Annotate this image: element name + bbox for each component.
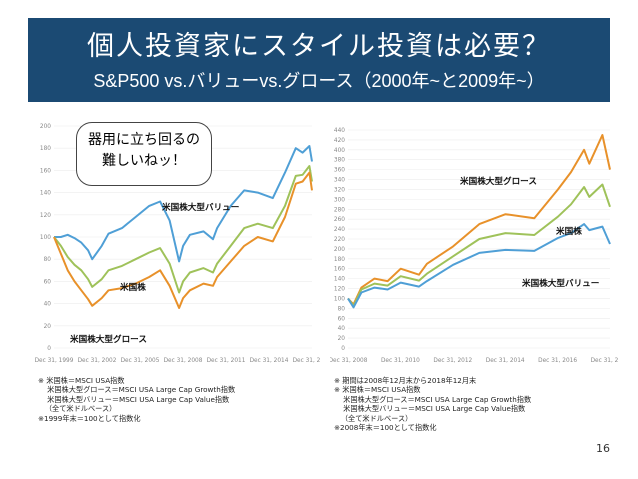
series-label: 米国株	[120, 281, 146, 293]
y-tick-label: 120	[334, 287, 345, 293]
y-tick-label: 20	[44, 324, 52, 330]
y-tick-label: 100	[40, 235, 51, 241]
y-tick-label: 320	[334, 187, 345, 193]
series-label: 米国株大型グロース	[460, 175, 537, 187]
x-tick-label: Dec 31, 2008	[164, 358, 203, 364]
x-tick-label: Dec 31, 2014	[486, 358, 525, 364]
title-bar: 個人投資家にスタイル投資は必要？ S&P500 vs.バリューvs.グロース（2…	[28, 18, 610, 102]
y-tick-label: 100	[334, 296, 345, 302]
y-tick-label: 200	[334, 247, 345, 253]
y-tick-label: 140	[40, 191, 51, 197]
y-tick-label: 80	[44, 257, 52, 263]
note-right: ※ 期間は2008年12月末から2018年12月末 ※ 米国株＝MSCI USA…	[334, 376, 532, 433]
series-line-1	[347, 134, 611, 306]
y-tick-label: 240	[334, 227, 345, 233]
y-tick-label: 180	[40, 146, 51, 152]
y-tick-label: 0	[47, 346, 51, 352]
y-tick-label: 260	[334, 217, 345, 223]
series-line-2	[53, 165, 313, 294]
x-tick-label: Dec 31, 2002	[78, 358, 117, 364]
page-number: 16	[596, 442, 610, 455]
x-tick-label: Dec 31, 2010	[381, 358, 420, 364]
y-tick-label: 280	[334, 207, 345, 213]
y-tick-label: 360	[334, 168, 345, 174]
x-tick-label: Dec 31, 2017	[293, 358, 320, 364]
x-tick-label: Dec 31, 2012	[433, 358, 472, 364]
y-tick-label: 180	[334, 257, 345, 263]
x-tick-label: Dec 31, 2005	[121, 358, 160, 364]
y-tick-label: 440	[334, 128, 345, 134]
series-line-3	[53, 171, 313, 309]
slide-title: 個人投資家にスタイル投資は必要？	[87, 31, 551, 62]
x-tick-label: Dec 31, 2011	[207, 358, 246, 364]
chart-right-svg: 0 20 40 60 80 100 120 140 160 180 200 220 240 260 280 3…	[330, 128, 618, 364]
y-tick-label: 60	[44, 279, 52, 285]
y-tick-label: 300	[334, 197, 345, 203]
series-line-3	[347, 223, 611, 309]
y-tick-label: 380	[334, 158, 345, 164]
y-tick-label: 160	[40, 168, 51, 174]
series-label: 米国株大型グロース	[70, 333, 147, 345]
y-tick-label: 200	[40, 124, 51, 130]
chart-right: 0 20 40 60 80 100 120 140 160 180 200 220 240 260 280 3…	[330, 120, 618, 370]
y-tick-label: 140	[334, 277, 345, 283]
note-left: ※ 米国株＝MSCI USA指数 米国株大型グロース＝MSCI USA Larg…	[38, 376, 236, 423]
series-label: 米国株大型バリュー	[522, 277, 599, 289]
y-tick-label: 40	[338, 326, 346, 332]
slide-subtitle: S&P500 vs.バリューvs.グロース（2000年~と2009年~）	[93, 71, 545, 91]
series-line-1	[54, 145, 313, 263]
x-tick-label: Dec 31, 2008	[330, 358, 368, 364]
y-tick-label: 160	[334, 267, 345, 273]
x-tick-label: Dec 31, 2014	[250, 358, 289, 364]
y-tick-label: 20	[338, 336, 346, 342]
y-tick-label: 40	[44, 302, 52, 308]
speech-bubble-text: 器用に立ち回るの 難しいねッ！	[88, 132, 200, 169]
y-tick-label: 420	[334, 138, 345, 144]
y-tick-label: 80	[338, 306, 346, 312]
x-tick-label: Dec 31, 2016	[538, 358, 577, 364]
y-tick-label: 60	[338, 316, 346, 322]
series-label: 米国株	[556, 225, 582, 237]
y-tick-label: 120	[40, 213, 51, 219]
series-line-2	[347, 183, 611, 307]
series-label: 米国株大型バリュー	[162, 201, 239, 213]
x-tick-label: Dec 31, 2018	[591, 358, 618, 364]
y-tick-label: 400	[334, 148, 345, 154]
y-tick-label: 0	[341, 346, 345, 352]
y-tick-label: 340	[334, 178, 345, 184]
x-tick-label: Dec 31, 1999	[35, 358, 74, 364]
y-tick-label: 220	[334, 237, 345, 243]
speech-bubble: 器用に立ち回るの 難しいねッ！	[76, 122, 212, 186]
